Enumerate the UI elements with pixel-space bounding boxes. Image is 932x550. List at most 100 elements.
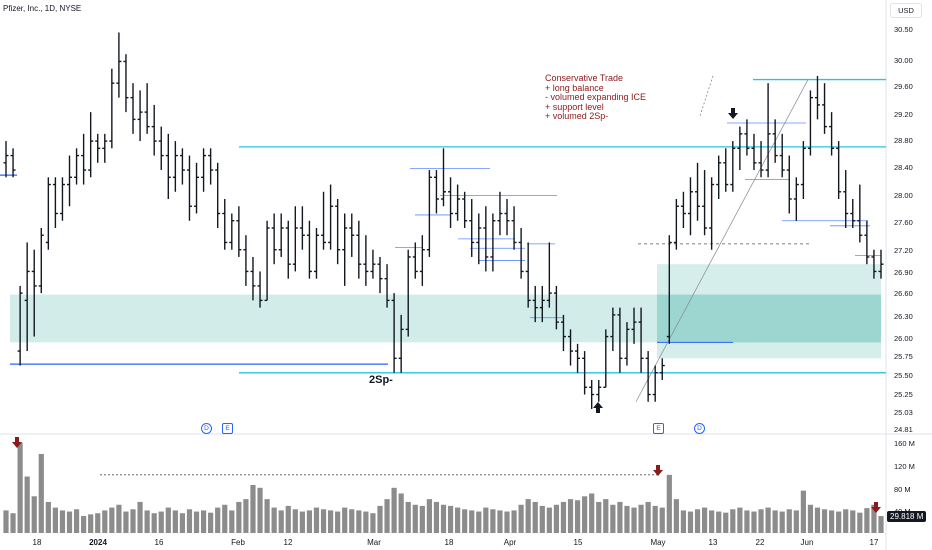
volume-bar <box>88 514 94 533</box>
ohlc-bar <box>426 170 432 257</box>
ohlc-bar <box>377 256 383 294</box>
ohlc-bar <box>836 141 842 200</box>
volume-bar <box>229 510 235 533</box>
ohlc-bar <box>483 206 489 272</box>
dividend-marker-icon[interactable]: D <box>694 423 705 434</box>
ohlc-bar <box>511 206 517 250</box>
volume-bar <box>116 504 122 533</box>
x-tick-label: 15 <box>573 538 583 547</box>
volume-bar <box>878 516 884 533</box>
volume-bar <box>200 510 207 533</box>
ohlc-bar <box>441 148 446 207</box>
volume-bar <box>130 509 136 533</box>
note-line: + support level <box>545 101 604 112</box>
ohlc-bar <box>462 191 468 228</box>
ohlc-bar <box>419 235 425 286</box>
ohlc-bar <box>695 162 701 221</box>
volume-bar <box>52 507 58 533</box>
volume-bar <box>793 510 799 533</box>
ohlc-bar <box>335 199 341 265</box>
volume-bar <box>504 511 510 533</box>
volume-axis-label: 80 M <box>894 485 911 494</box>
volume-bar <box>243 499 249 533</box>
ohlc-bar <box>81 133 87 185</box>
ohlc-bar <box>384 264 390 308</box>
demand-zone-core <box>657 294 881 343</box>
ohlc-bar <box>306 220 312 279</box>
ohlc-bar <box>342 213 348 286</box>
volume-bar <box>59 510 66 533</box>
volume-bar <box>539 505 545 533</box>
ohlc-bar <box>151 104 157 156</box>
ohlc-bar <box>702 170 708 236</box>
volume-bar <box>814 507 821 533</box>
ohlc-bar <box>321 191 327 250</box>
volume-bar <box>638 504 644 533</box>
ohlc-bar <box>469 199 475 257</box>
ohlc-bar <box>349 213 355 257</box>
x-tick-label: Apr <box>503 538 517 547</box>
ohlc-bar <box>313 227 319 279</box>
ohlc-bar <box>652 365 658 402</box>
volume-bar <box>680 510 687 533</box>
ohlc-bar <box>130 83 136 134</box>
y-tick-label: 25.03 <box>894 408 913 417</box>
volume-bar <box>631 507 637 533</box>
ohlc-bar <box>624 322 630 366</box>
volume-bar <box>257 487 263 533</box>
ohlc-bar <box>687 177 693 236</box>
volume-bar <box>645 501 651 533</box>
volume-bar <box>800 490 806 533</box>
ohlc-bar <box>716 155 722 200</box>
volume-bar <box>589 493 595 533</box>
ohlc-bar <box>638 307 644 373</box>
ohlc-bar <box>723 148 729 192</box>
earnings-marker-icon[interactable]: E <box>653 423 664 434</box>
volume-bar <box>821 509 828 533</box>
volume-bar <box>356 510 362 533</box>
y-tick-label: 25.75 <box>894 352 913 361</box>
ohlc-bar <box>95 133 101 163</box>
volume-bar <box>709 510 715 533</box>
y-tick-label: 28.00 <box>894 191 913 200</box>
ohlc-bar <box>814 75 820 120</box>
volume-bar <box>158 511 164 533</box>
volume-bar <box>758 509 764 533</box>
x-tick-label: 13 <box>708 538 718 547</box>
y-tick-label: 27.20 <box>894 246 913 255</box>
volume-down-arrow-icon <box>12 437 22 448</box>
ohlc-bar <box>800 141 806 200</box>
ohlc-bar <box>518 227 524 279</box>
volume-bar <box>327 510 334 533</box>
volume-bar <box>419 505 425 533</box>
volume-bar <box>342 507 348 533</box>
volume-bar <box>525 499 531 533</box>
ohlc-bar <box>391 293 397 373</box>
currency-button[interactable]: USD <box>890 3 922 18</box>
volume-bar <box>440 504 447 533</box>
ohlc-bar <box>370 249 376 279</box>
ohlc-bar <box>236 206 242 257</box>
volume-bar <box>17 442 23 533</box>
ohlc-bar <box>786 155 792 214</box>
symbol-title[interactable]: Pfizer, Inc., 1D, NYSE <box>3 4 82 13</box>
volume-bar <box>292 509 298 533</box>
note-line: + volumed 2Sp- <box>545 111 609 122</box>
volume-bar <box>730 509 736 533</box>
ohlc-bar <box>680 191 686 228</box>
ohlc-bar <box>363 235 369 286</box>
y-tick-label: 25.50 <box>894 371 913 380</box>
volume-bar <box>476 511 482 533</box>
x-tick-label: 12 <box>283 538 293 547</box>
volume-bar <box>208 512 214 533</box>
ohlc-bar <box>751 133 757 171</box>
dividend-marker-icon[interactable]: D <box>201 423 212 434</box>
volume-bar <box>829 510 835 533</box>
earnings-marker-icon[interactable]: E <box>222 423 233 434</box>
x-tick-label: 18 <box>444 538 454 547</box>
volume-bar <box>215 507 221 533</box>
volume-bar <box>652 505 658 533</box>
ohlc-bar <box>539 285 545 323</box>
volume-bar <box>532 501 538 533</box>
